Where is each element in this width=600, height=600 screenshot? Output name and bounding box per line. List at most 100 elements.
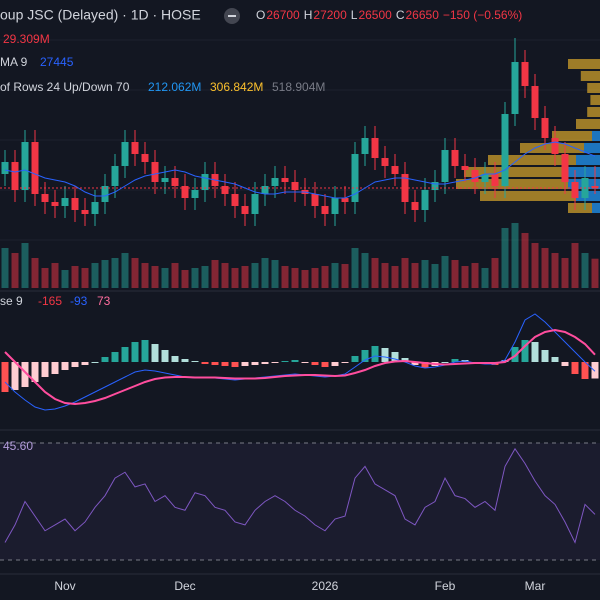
macd-hist-bar	[51, 362, 59, 374]
volume-bar	[11, 253, 19, 288]
candle-body	[11, 162, 19, 190]
volume-bar	[561, 258, 569, 288]
candle-body	[161, 178, 169, 182]
volume-bar	[441, 256, 449, 288]
volume-bar	[431, 264, 439, 288]
macd-hist-value: -165	[38, 294, 62, 308]
profile-down	[580, 71, 600, 81]
candle-body	[381, 158, 389, 166]
macd-hist-bar	[281, 361, 289, 362]
candle-body	[191, 190, 199, 198]
macd-hist-bar	[231, 362, 239, 367]
candle-body	[141, 154, 149, 162]
profile-down: 306.842M	[210, 80, 263, 94]
profile-up	[592, 203, 600, 213]
volume-bar	[251, 263, 259, 288]
macd-hist-bar	[101, 357, 109, 362]
volume-bar	[461, 266, 469, 288]
volume-bar	[471, 263, 479, 288]
volume-bar	[341, 264, 349, 288]
macd-hist-bar	[321, 362, 329, 367]
volume-bar	[391, 266, 399, 288]
macd-line-value: -93	[70, 294, 88, 308]
volume-bar	[351, 248, 359, 288]
change: −150 (−0.56%)	[443, 8, 522, 22]
candle-body	[521, 62, 529, 86]
candle-body	[321, 206, 329, 214]
macd-hist-bar	[541, 350, 549, 362]
rsi-value: 45.60	[3, 439, 33, 453]
macd-hist-bar	[561, 362, 569, 366]
macd-hist-bar	[151, 344, 159, 362]
volume-bar	[51, 263, 59, 288]
profile-label: of Rows 24 Up/Down 70	[0, 80, 130, 94]
profile-up	[568, 167, 600, 177]
profile-down	[464, 167, 568, 177]
macd-hist-bar	[171, 356, 179, 362]
candle-body	[461, 166, 469, 170]
candle-body	[421, 190, 429, 210]
candle-body	[371, 138, 379, 158]
volume-bar	[281, 266, 289, 288]
candle-body	[431, 182, 439, 190]
volume-bar	[131, 258, 139, 288]
profile-down	[590, 95, 600, 105]
macd-hist-bar	[111, 352, 119, 362]
candle-body	[411, 202, 419, 210]
volume-bar	[511, 223, 519, 288]
volume-bar	[311, 268, 319, 288]
volume-bar	[271, 260, 279, 288]
macd-hist-bar	[511, 347, 519, 362]
profile-down	[488, 155, 576, 165]
volume-bar	[21, 243, 29, 288]
ma-value: 27445	[40, 55, 74, 69]
volume-bar	[31, 258, 39, 288]
volume-bar	[521, 233, 529, 288]
profile-up	[584, 143, 600, 153]
candle-body	[1, 162, 9, 174]
candle-body	[481, 174, 489, 182]
macd-hist-bar	[291, 360, 299, 362]
volume-bar	[291, 268, 299, 288]
volume-bar	[261, 258, 269, 288]
macd-hist-bar	[81, 362, 89, 365]
candle-body	[221, 186, 229, 194]
macd-hist-bar	[381, 348, 389, 362]
volume-bar	[121, 253, 129, 288]
ohlc-value: 26500	[358, 8, 392, 22]
candle-body	[41, 194, 49, 202]
candle-body	[61, 198, 69, 206]
candle-body	[31, 142, 39, 194]
candle-body	[121, 142, 129, 166]
macd-hist-bar	[131, 342, 139, 362]
profile-down	[587, 107, 600, 117]
candle-body	[441, 150, 449, 182]
volume-bar	[371, 258, 379, 288]
symbol: oup JSC (Delayed) · 1D · HOSE	[0, 7, 201, 23]
rsi-line	[4, 447, 596, 544]
candle-body	[281, 178, 289, 182]
ohlc-label: H	[304, 8, 313, 22]
volume-bar	[241, 266, 249, 288]
macd-hist-bar	[241, 362, 249, 366]
macd-hist-bar	[591, 362, 599, 379]
profile-up: 212.062M	[148, 80, 201, 94]
x-tick-label: Nov	[54, 579, 75, 593]
candle-body	[111, 166, 119, 186]
candle-body	[181, 186, 189, 198]
macd-hist-bar	[411, 362, 419, 365]
macd-hist-bar	[441, 362, 449, 363]
macd-hist-bar	[121, 347, 129, 362]
volume-bar	[361, 253, 369, 288]
macd-hist-bar	[221, 362, 229, 366]
profile-down	[587, 83, 600, 93]
macd-hist-bar	[31, 362, 39, 382]
ohlc: O 26700 H 27200 L 26500 C 26650 −150 (−0.56%)	[256, 8, 522, 22]
macd-hist-bar	[61, 362, 69, 370]
macd-hist-bar	[421, 362, 429, 368]
legend: oup JSC (Delayed) · 1D · HOSE O 26700 H 272…	[0, 7, 522, 453]
volume-bar	[481, 268, 489, 288]
macd-hist-bar	[391, 352, 399, 362]
macd-hist-bar	[301, 362, 309, 363]
candle-body	[231, 194, 239, 206]
